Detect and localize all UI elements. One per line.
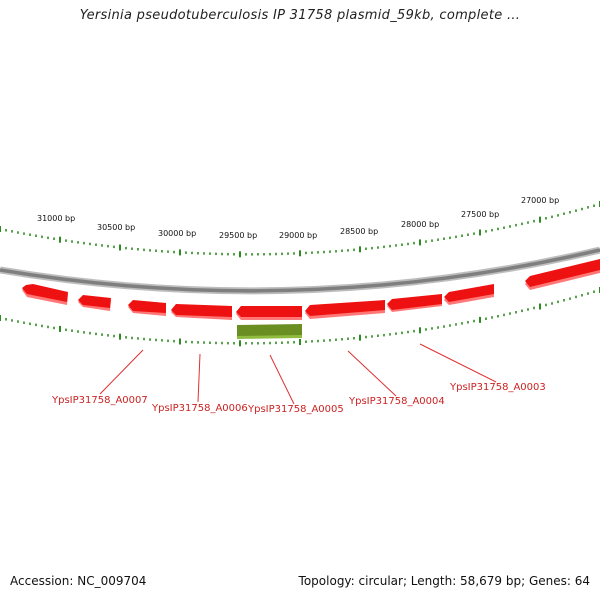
feature-bar[interactable]	[237, 324, 302, 339]
outer-tick-ring	[0, 201, 600, 258]
gene-arrow[interactable]	[525, 259, 600, 290]
tick-label: 29500 bp	[219, 231, 257, 240]
gene-arrow[interactable]	[78, 295, 111, 311]
gene-label[interactable]: YpsIP31758_A0005	[247, 404, 344, 415]
gene-arrow[interactable]	[444, 284, 494, 305]
gene-arrow[interactable]	[171, 304, 232, 320]
accession-text: Accession: NC_009704	[10, 574, 147, 588]
gene-label[interactable]: YpsIP31758_A0006	[151, 403, 248, 414]
tick-label: 27500 bp	[461, 210, 499, 219]
gene-label[interactable]: YpsIP31758_A0004	[348, 396, 445, 407]
tick-label: 30500 bp	[97, 223, 135, 232]
gene-label-group: YpsIP31758_A0007 YpsIP31758_A0006 YpsIP3…	[51, 382, 546, 415]
gene-label[interactable]: YpsIP31758_A0003	[449, 382, 546, 393]
label-lines	[99, 343, 497, 405]
tick-label: 30000 bp	[158, 229, 196, 238]
tick-label: 27000 bp	[521, 196, 559, 205]
inner-tick-ring	[0, 287, 600, 347]
gene-arrow[interactable]	[305, 300, 385, 319]
gene-arrow[interactable]	[22, 284, 68, 305]
tick-label-group: 31000 bp 30500 bp 30000 bp 29500 bp 2900…	[37, 196, 559, 240]
backbone	[0, 248, 600, 293]
tick-label: 28000 bp	[401, 220, 439, 229]
gene-arrow[interactable]	[236, 306, 302, 320]
gene-arrow[interactable]	[387, 294, 442, 312]
gene-arrow[interactable]	[128, 300, 166, 316]
map-title: Yersinia pseudotuberculosis IP 31758 pla…	[79, 8, 521, 23]
gene-label[interactable]: YpsIP31758_A0007	[51, 395, 148, 406]
tick-label: 29000 bp	[279, 231, 317, 240]
summary-text: Topology: circular; Length: 58,679 bp; G…	[298, 574, 590, 588]
gene-track	[22, 259, 600, 320]
tick-label: 28500 bp	[340, 227, 378, 236]
tick-label: 31000 bp	[37, 214, 75, 223]
